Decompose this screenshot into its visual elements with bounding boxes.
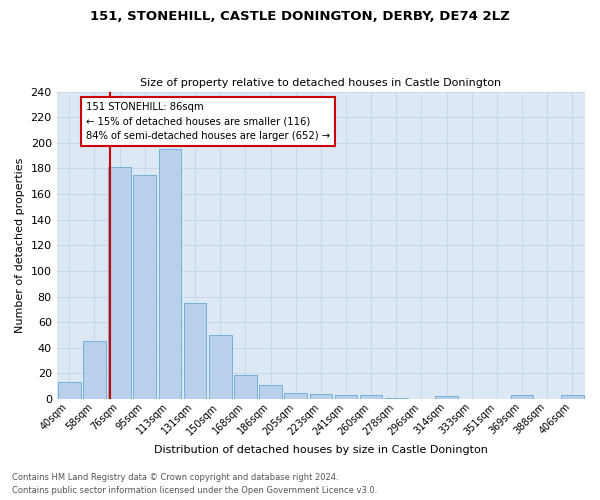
Bar: [83, 342, 106, 399]
Bar: [184, 303, 206, 399]
Text: 151, STONEHILL, CASTLE DONINGTON, DERBY, DE74 2LZ: 151, STONEHILL, CASTLE DONINGTON, DERBY,…: [90, 10, 510, 23]
Bar: [133, 175, 156, 399]
Bar: [108, 167, 131, 399]
Text: 151 STONEHILL: 86sqm
← 15% of detached houses are smaller (116)
84% of semi-deta: 151 STONEHILL: 86sqm ← 15% of detached h…: [86, 102, 330, 142]
Title: Size of property relative to detached houses in Castle Donington: Size of property relative to detached ho…: [140, 78, 502, 88]
Bar: [310, 394, 332, 399]
Text: Contains HM Land Registry data © Crown copyright and database right 2024.
Contai: Contains HM Land Registry data © Crown c…: [12, 474, 377, 495]
Bar: [209, 335, 232, 399]
Bar: [360, 395, 382, 399]
Bar: [259, 385, 282, 399]
Y-axis label: Number of detached properties: Number of detached properties: [15, 158, 25, 333]
Bar: [511, 395, 533, 399]
Bar: [158, 149, 181, 399]
Bar: [234, 374, 257, 399]
Bar: [58, 382, 80, 399]
Bar: [335, 395, 358, 399]
Bar: [436, 396, 458, 399]
Bar: [561, 395, 584, 399]
X-axis label: Distribution of detached houses by size in Castle Donington: Distribution of detached houses by size …: [154, 445, 488, 455]
Bar: [284, 392, 307, 399]
Bar: [385, 398, 407, 399]
